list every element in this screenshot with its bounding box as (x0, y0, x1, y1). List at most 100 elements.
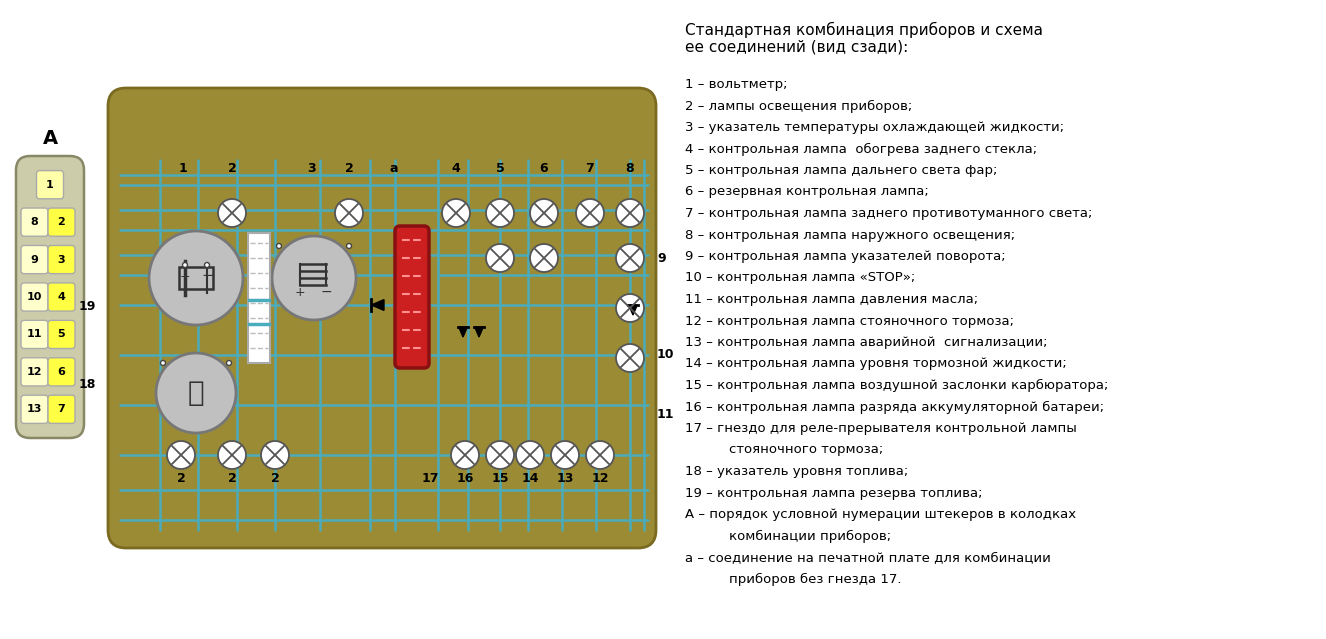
Circle shape (167, 441, 195, 469)
Text: +: + (294, 286, 305, 298)
Text: 9: 9 (656, 252, 666, 265)
Text: 11: 11 (27, 330, 42, 339)
Text: 2: 2 (57, 217, 65, 227)
Circle shape (552, 441, 579, 469)
Circle shape (183, 263, 187, 268)
Text: 3 – указатель температуры охлаждающей жидкости;: 3 – указатель температуры охлаждающей жи… (686, 121, 1065, 134)
Circle shape (227, 360, 232, 366)
Circle shape (204, 263, 210, 268)
Text: 10: 10 (656, 348, 675, 362)
Text: 2: 2 (228, 472, 236, 484)
Text: 1 – вольтметр;: 1 – вольтметр; (686, 78, 788, 91)
Circle shape (217, 441, 247, 469)
Circle shape (487, 199, 514, 227)
Circle shape (149, 231, 243, 325)
Text: 2: 2 (176, 472, 186, 484)
Polygon shape (475, 327, 483, 337)
Text: 4: 4 (452, 162, 460, 174)
Text: 6: 6 (57, 367, 65, 377)
Text: 7: 7 (586, 162, 594, 174)
Text: 9: 9 (30, 254, 38, 265)
Text: стояночного тормоза;: стояночного тормоза; (695, 443, 883, 456)
Text: 17: 17 (422, 472, 439, 484)
FancyBboxPatch shape (107, 88, 656, 548)
Circle shape (261, 441, 289, 469)
FancyBboxPatch shape (48, 320, 76, 348)
Polygon shape (629, 305, 638, 315)
Text: А – порядок условной нумерации штекеров в колодках: А – порядок условной нумерации штекеров … (686, 508, 1077, 521)
Text: +: + (180, 270, 191, 282)
Text: 18: 18 (78, 378, 95, 392)
FancyBboxPatch shape (21, 245, 48, 273)
Text: 10: 10 (27, 292, 42, 302)
Text: ее соединений (вид сзади):: ее соединений (вид сзади): (686, 40, 908, 55)
Circle shape (217, 199, 247, 227)
FancyBboxPatch shape (16, 156, 84, 438)
Circle shape (156, 353, 236, 433)
Text: ⛽: ⛽ (188, 379, 204, 407)
Text: 6 – резервная контрольная лампа;: 6 – резервная контрольная лампа; (686, 185, 928, 199)
Text: 5: 5 (496, 162, 504, 174)
Text: 11 – контрольная лампа давления масла;: 11 – контрольная лампа давления масла; (686, 293, 979, 306)
Polygon shape (371, 300, 385, 311)
Text: 5 – контрольная лампа дальнего света фар;: 5 – контрольная лампа дальнего света фар… (686, 164, 997, 177)
Bar (179, 267, 213, 289)
Text: 4: 4 (57, 292, 65, 302)
Circle shape (442, 199, 469, 227)
Text: 13: 13 (557, 472, 574, 484)
Text: −: − (202, 268, 213, 284)
Text: 1: 1 (179, 162, 187, 174)
Text: 13 – контрольная лампа аварийной  сигнализации;: 13 – контрольная лампа аварийной сигнали… (686, 336, 1048, 349)
FancyBboxPatch shape (48, 208, 76, 236)
Circle shape (617, 294, 644, 322)
Text: 12: 12 (27, 367, 42, 377)
Text: 7: 7 (57, 404, 65, 414)
Text: a: a (390, 162, 398, 174)
Text: −: − (320, 285, 332, 299)
Text: A: A (42, 129, 57, 148)
Text: 12: 12 (591, 472, 609, 484)
Text: 16: 16 (456, 472, 473, 484)
Text: 2: 2 (345, 162, 353, 174)
Circle shape (617, 199, 644, 227)
FancyBboxPatch shape (21, 283, 48, 311)
Text: 14 – контрольная лампа уровня тормозной жидкости;: 14 – контрольная лампа уровня тормозной … (686, 357, 1066, 371)
Text: 16 – контрольная лампа разряда аккумуляторной батареи;: 16 – контрольная лампа разряда аккумулят… (686, 401, 1105, 413)
Text: 7 – контрольная лампа заднего противотуманного света;: 7 – контрольная лампа заднего противотум… (686, 207, 1093, 220)
Circle shape (272, 236, 355, 320)
Text: 13: 13 (27, 404, 42, 414)
Text: 8: 8 (30, 217, 38, 227)
Circle shape (160, 360, 166, 366)
Text: 2: 2 (228, 162, 236, 174)
Text: 15: 15 (491, 472, 509, 484)
Circle shape (617, 244, 644, 272)
Text: 14: 14 (521, 472, 538, 484)
FancyBboxPatch shape (48, 283, 76, 311)
FancyBboxPatch shape (48, 358, 76, 386)
FancyBboxPatch shape (21, 358, 48, 386)
Circle shape (530, 199, 558, 227)
Text: 5: 5 (58, 330, 65, 339)
Text: 15 – контрольная лампа воздушной заслонки карбюратора;: 15 – контрольная лампа воздушной заслонк… (686, 379, 1109, 392)
Text: 8 – контрольная лампа наружного освещения;: 8 – контрольная лампа наружного освещени… (686, 229, 1016, 242)
Circle shape (277, 243, 281, 249)
Text: 8: 8 (626, 162, 634, 174)
Circle shape (346, 243, 351, 249)
FancyBboxPatch shape (37, 171, 64, 199)
FancyBboxPatch shape (48, 245, 76, 273)
Circle shape (487, 441, 514, 469)
FancyBboxPatch shape (395, 226, 430, 368)
Text: комбинации приборов;: комбинации приборов; (695, 530, 891, 543)
Circle shape (451, 441, 479, 469)
Text: 18 – указатель уровня топлива;: 18 – указатель уровня топлива; (686, 465, 908, 478)
Polygon shape (459, 327, 467, 337)
Bar (248, 233, 271, 363)
Text: приборов без гнезда 17.: приборов без гнезда 17. (695, 573, 902, 585)
Circle shape (586, 441, 614, 469)
FancyBboxPatch shape (21, 208, 48, 236)
Circle shape (335, 199, 363, 227)
Circle shape (575, 199, 605, 227)
Text: 19 – контрольная лампа резерва топлива;: 19 – контрольная лампа резерва топлива; (686, 486, 983, 500)
FancyBboxPatch shape (21, 395, 48, 424)
Text: 2: 2 (271, 472, 280, 484)
